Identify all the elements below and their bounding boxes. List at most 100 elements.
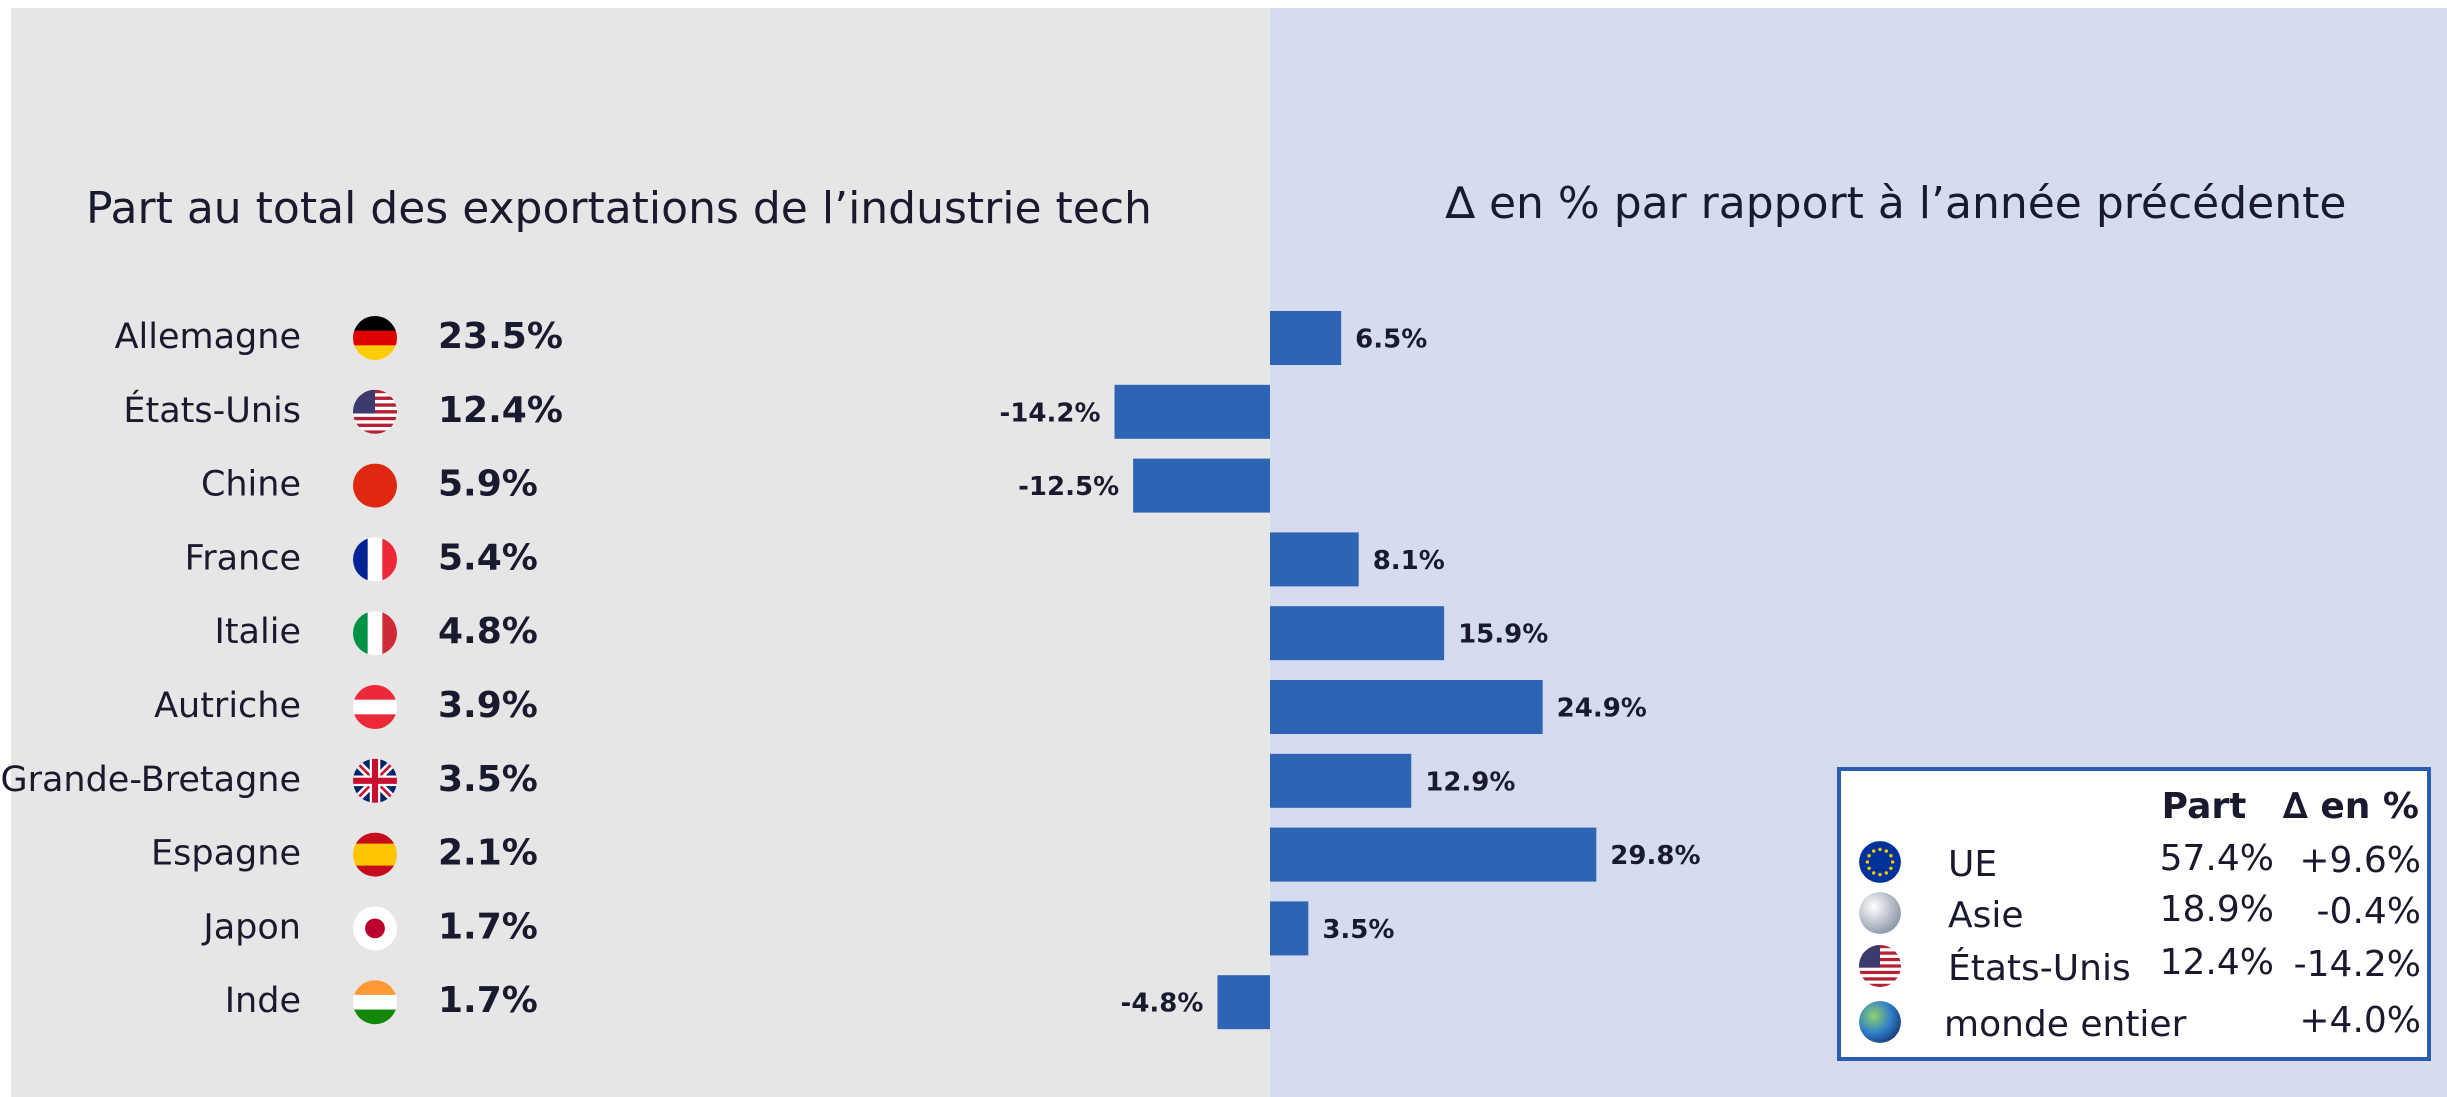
legend-delta: -14.2% <box>2294 944 2421 985</box>
share-label: 1.7% <box>438 980 538 1021</box>
bar <box>1270 753 1412 808</box>
share-label: 1.7% <box>438 906 538 947</box>
rows: Allemagne 23.5% 6.5% États-Unis 12.4% -14.2% C… <box>0 311 1701 1030</box>
flag-part <box>1859 841 1901 883</box>
flag-part <box>367 611 383 656</box>
bar <box>1270 532 1359 587</box>
flag-part <box>1859 974 1901 978</box>
share-label: 3.5% <box>438 759 538 800</box>
flag-part <box>1889 854 1893 858</box>
flag-part <box>1884 849 1888 853</box>
flag-part <box>1890 860 1895 864</box>
value-label: -4.8% <box>1121 989 1204 1019</box>
bar <box>1270 606 1445 661</box>
bar <box>1133 458 1270 513</box>
flag <box>353 758 397 803</box>
value-label: 6.5% <box>1355 325 1427 355</box>
legend-header: ∆ en % <box>2283 786 2419 827</box>
flag-part <box>1865 860 1870 864</box>
country-label: France <box>185 538 301 578</box>
flag-part <box>1859 970 1901 975</box>
flag-part <box>1859 1001 1901 1043</box>
share-label: 5.9% <box>438 464 538 505</box>
flag-part <box>353 854 397 867</box>
flag <box>353 537 397 582</box>
flag-part <box>1878 872 1882 877</box>
flag-part <box>353 685 397 701</box>
left-panel <box>11 8 1270 1097</box>
flag-part <box>353 865 397 877</box>
flag <box>1859 945 1901 987</box>
flag-part <box>1872 871 1876 875</box>
bar <box>1217 975 1270 1030</box>
flag-part <box>1867 866 1871 870</box>
flag-part <box>353 416 397 421</box>
legend-part: 12.4% <box>2160 942 2274 983</box>
flag-part <box>353 420 397 425</box>
flag-part <box>1872 849 1876 853</box>
country-label: Inde <box>225 981 301 1021</box>
value-label: 3.5% <box>1322 915 1394 945</box>
flag-part <box>353 537 369 582</box>
share-label: 12.4% <box>438 390 563 431</box>
value-label: 8.1% <box>1373 546 1445 576</box>
legend-name: UE <box>1948 844 1997 885</box>
share-label: 5.4% <box>438 537 538 578</box>
country-label: Autriche <box>154 686 301 726</box>
flag-part <box>353 423 397 428</box>
flag-part <box>353 777 397 784</box>
flag <box>1859 892 1901 934</box>
country-label: Italie <box>215 612 301 652</box>
flag-part <box>353 413 397 418</box>
bar <box>1270 680 1543 734</box>
flag <box>353 906 397 951</box>
flag-part <box>1859 892 1901 934</box>
value-label: 24.9% <box>1557 694 1647 724</box>
legend-delta: +4.0% <box>2299 1000 2421 1041</box>
flag-part <box>353 345 397 360</box>
flag-part <box>353 463 397 508</box>
country-label: Chine <box>201 465 301 505</box>
flag <box>353 463 397 508</box>
flag-part <box>1859 977 1901 982</box>
value-label: 29.8% <box>1610 841 1700 871</box>
flag-part <box>353 714 397 729</box>
share-label: 23.5% <box>438 316 563 357</box>
flag-part <box>353 843 397 856</box>
flag-part <box>382 611 397 656</box>
flag <box>353 685 397 729</box>
flag-part <box>382 537 397 582</box>
flag-part <box>1889 866 1893 870</box>
value-label: -12.5% <box>1018 472 1119 502</box>
flag <box>1859 841 1901 883</box>
flag-part <box>353 316 397 332</box>
legend-delta: -0.4% <box>2317 891 2421 932</box>
legend-delta: +9.6% <box>2299 840 2421 881</box>
flag-part <box>1867 854 1871 858</box>
legend-part: 18.9% <box>2160 889 2274 930</box>
bar <box>1270 827 1597 882</box>
flag-part <box>1884 871 1888 875</box>
flag <box>353 611 397 656</box>
flag-part <box>1859 967 1901 972</box>
legend-name: monde entier <box>1944 1004 2187 1045</box>
flag-part <box>353 427 397 431</box>
country-label: Japon <box>201 907 301 947</box>
country-label: Grande-Bretagne <box>0 760 301 800</box>
flag-part <box>353 330 397 346</box>
chart-subtitle: ∆ en % par rapport à l’année précédente <box>1445 178 2347 229</box>
value-label: 12.9% <box>1425 767 1515 797</box>
chart-title: Part au total des exportations de l’indu… <box>86 183 1152 234</box>
value-label: -14.2% <box>1000 398 1101 428</box>
flag <box>353 832 397 877</box>
legend: Part ∆ en % UE 57.4% +9.6% Asie 18.9% -0.4% État… <box>1859 786 2421 1045</box>
bar <box>1270 311 1342 365</box>
flag-part <box>353 699 397 715</box>
legend-box <box>1837 767 2431 1061</box>
share-label: 2.1% <box>438 833 538 874</box>
legend-name: États-Unis <box>1948 947 2131 989</box>
flag <box>353 316 397 360</box>
flag-part <box>1859 983 1901 987</box>
country-label: Espagne <box>151 834 301 874</box>
